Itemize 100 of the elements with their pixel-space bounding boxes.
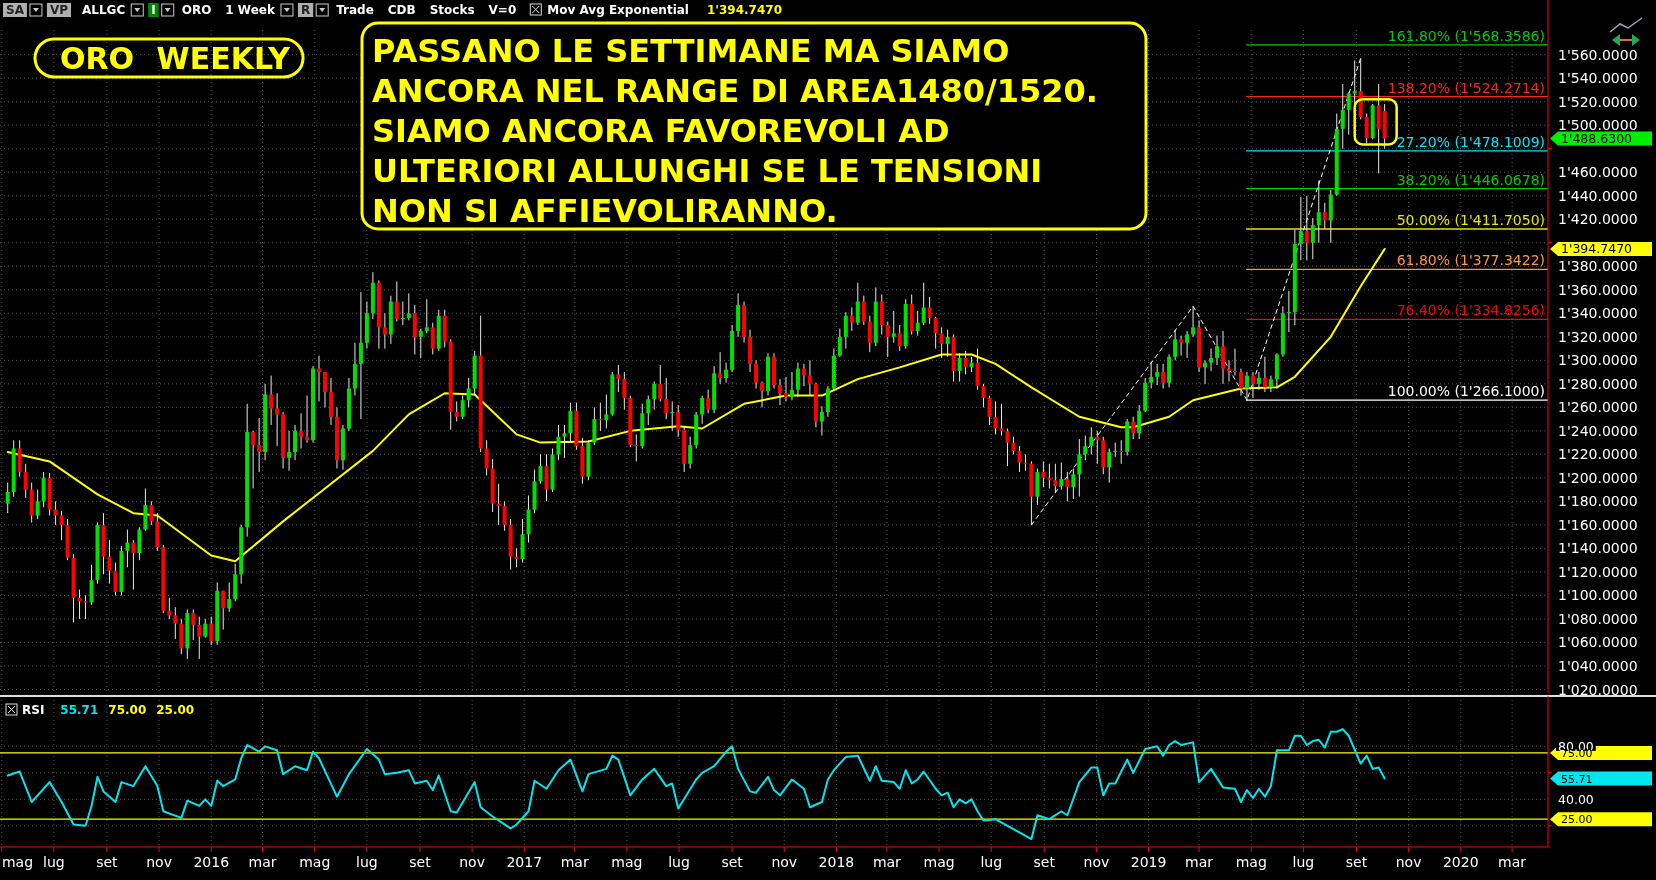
chart-title: ORO WEEKLY xyxy=(60,41,292,76)
candlestick xyxy=(191,609,196,641)
y-tick-label: 1'260.0000 xyxy=(1558,399,1638,416)
candlestick xyxy=(777,378,782,406)
y-tick-label: 1'080.0000 xyxy=(1558,610,1638,627)
text: VP xyxy=(49,3,69,17)
candlestick xyxy=(131,539,136,591)
y-tick-label: 1'140.0000 xyxy=(1558,540,1638,557)
candlestick xyxy=(1185,330,1190,359)
text: R xyxy=(300,3,311,17)
candlestick xyxy=(861,295,866,326)
text: 1'394.7470 xyxy=(1561,241,1633,257)
text: V=0 xyxy=(488,3,517,17)
candlestick xyxy=(789,371,794,401)
text: SA xyxy=(6,3,25,17)
candlestick xyxy=(1173,329,1178,361)
candlestick xyxy=(269,375,274,426)
y-tick-label: 1'300.0000 xyxy=(1558,352,1638,369)
text: 1'488.6300 xyxy=(1561,131,1633,147)
text: Trade xyxy=(336,3,374,17)
candlestick xyxy=(1304,195,1309,261)
candlestick xyxy=(987,395,992,426)
candlestick xyxy=(502,500,507,532)
candlestick xyxy=(1077,438,1082,498)
candlestick xyxy=(1161,363,1166,390)
candlestick xyxy=(616,364,621,393)
candlestick xyxy=(1215,335,1220,366)
candlestick xyxy=(538,453,543,485)
x-tick-label: mag xyxy=(611,854,643,870)
x-tick-label: lug xyxy=(43,854,65,870)
ref-line-label: 50.00% (1'411.7050) xyxy=(1396,212,1545,229)
candlestick xyxy=(783,376,788,402)
candlestick xyxy=(867,315,872,353)
x-tick-label: mar xyxy=(1498,854,1527,870)
candlestick xyxy=(819,405,824,437)
candlestick xyxy=(293,424,298,461)
x-tick-label: set xyxy=(721,854,744,870)
x-tick-label: set xyxy=(1345,854,1368,870)
text: CDB xyxy=(387,3,416,17)
candlestick xyxy=(1149,361,1154,390)
y-tick-label: 1'100.0000 xyxy=(1558,587,1638,604)
ref-line-label: 27.20% (1'478.1009) xyxy=(1396,133,1545,150)
candlestick xyxy=(287,430,292,472)
candlestick xyxy=(59,510,64,541)
x-tick-label: nov xyxy=(1083,854,1110,870)
candlestick xyxy=(1131,416,1136,440)
candlestick xyxy=(915,310,920,337)
x-tick-label: set xyxy=(1033,854,1056,870)
candlestick xyxy=(688,436,693,469)
candlestick xyxy=(203,618,208,639)
candlestick xyxy=(1322,202,1327,230)
candlestick xyxy=(221,590,226,631)
y-tick-label: 1'380.0000 xyxy=(1558,258,1638,275)
candlestick xyxy=(544,453,549,502)
candlestick xyxy=(718,351,723,385)
candlestick xyxy=(1310,217,1315,260)
y-tick-label: 1'420.0000 xyxy=(1558,211,1638,228)
text: Mov Avg Exponential xyxy=(547,3,689,17)
y-tick-label: 1'040.0000 xyxy=(1558,658,1638,674)
candlestick xyxy=(173,606,178,640)
y-tick-label: 1'220.0000 xyxy=(1558,446,1638,463)
candlestick xyxy=(754,359,759,390)
candlestick xyxy=(412,304,417,355)
candlestick xyxy=(1059,462,1064,491)
y-tick-label: 1'560.0000 xyxy=(1558,46,1638,63)
y-tick-label: 1'060.0000 xyxy=(1558,634,1638,651)
candlestick xyxy=(1191,305,1196,338)
candlestick xyxy=(454,400,459,422)
candlestick xyxy=(209,616,214,646)
candlestick xyxy=(1364,112,1369,144)
annotation: 25.00 xyxy=(156,703,195,717)
candlestick xyxy=(406,292,411,321)
y-tick-label: 1'120.0000 xyxy=(1558,563,1638,580)
candlestick xyxy=(424,298,429,334)
text: 1 Week xyxy=(225,3,276,17)
y-tick-label: 1'440.0000 xyxy=(1558,187,1638,204)
candlestick xyxy=(933,316,938,350)
candlestick xyxy=(466,377,471,408)
candlestick xyxy=(807,359,812,397)
candlestick xyxy=(484,439,489,477)
candlestick xyxy=(5,482,10,514)
candlestick xyxy=(1005,428,1010,467)
ref-line-label: 138.20% (1'524.2714) xyxy=(1387,79,1545,96)
candlestick xyxy=(1053,463,1058,494)
candlestick xyxy=(41,471,46,508)
candlestick xyxy=(1376,83,1381,174)
candlestick xyxy=(89,564,94,606)
x-tick-label: 2017 xyxy=(506,854,543,870)
candlestick xyxy=(322,371,327,408)
x-tick-label: nov xyxy=(459,854,485,870)
text: 55.71 xyxy=(1561,772,1593,786)
text: I xyxy=(151,3,156,17)
text: ALLGC xyxy=(82,3,126,17)
candlestick xyxy=(849,306,854,332)
x-tick-label: mar xyxy=(872,854,902,870)
candlestick xyxy=(430,322,435,355)
x-tick-label: nov xyxy=(771,854,798,870)
ref-line-label: 38.20% (1'446.0678) xyxy=(1396,171,1545,188)
candlestick xyxy=(113,562,118,596)
candlestick xyxy=(1316,179,1321,244)
